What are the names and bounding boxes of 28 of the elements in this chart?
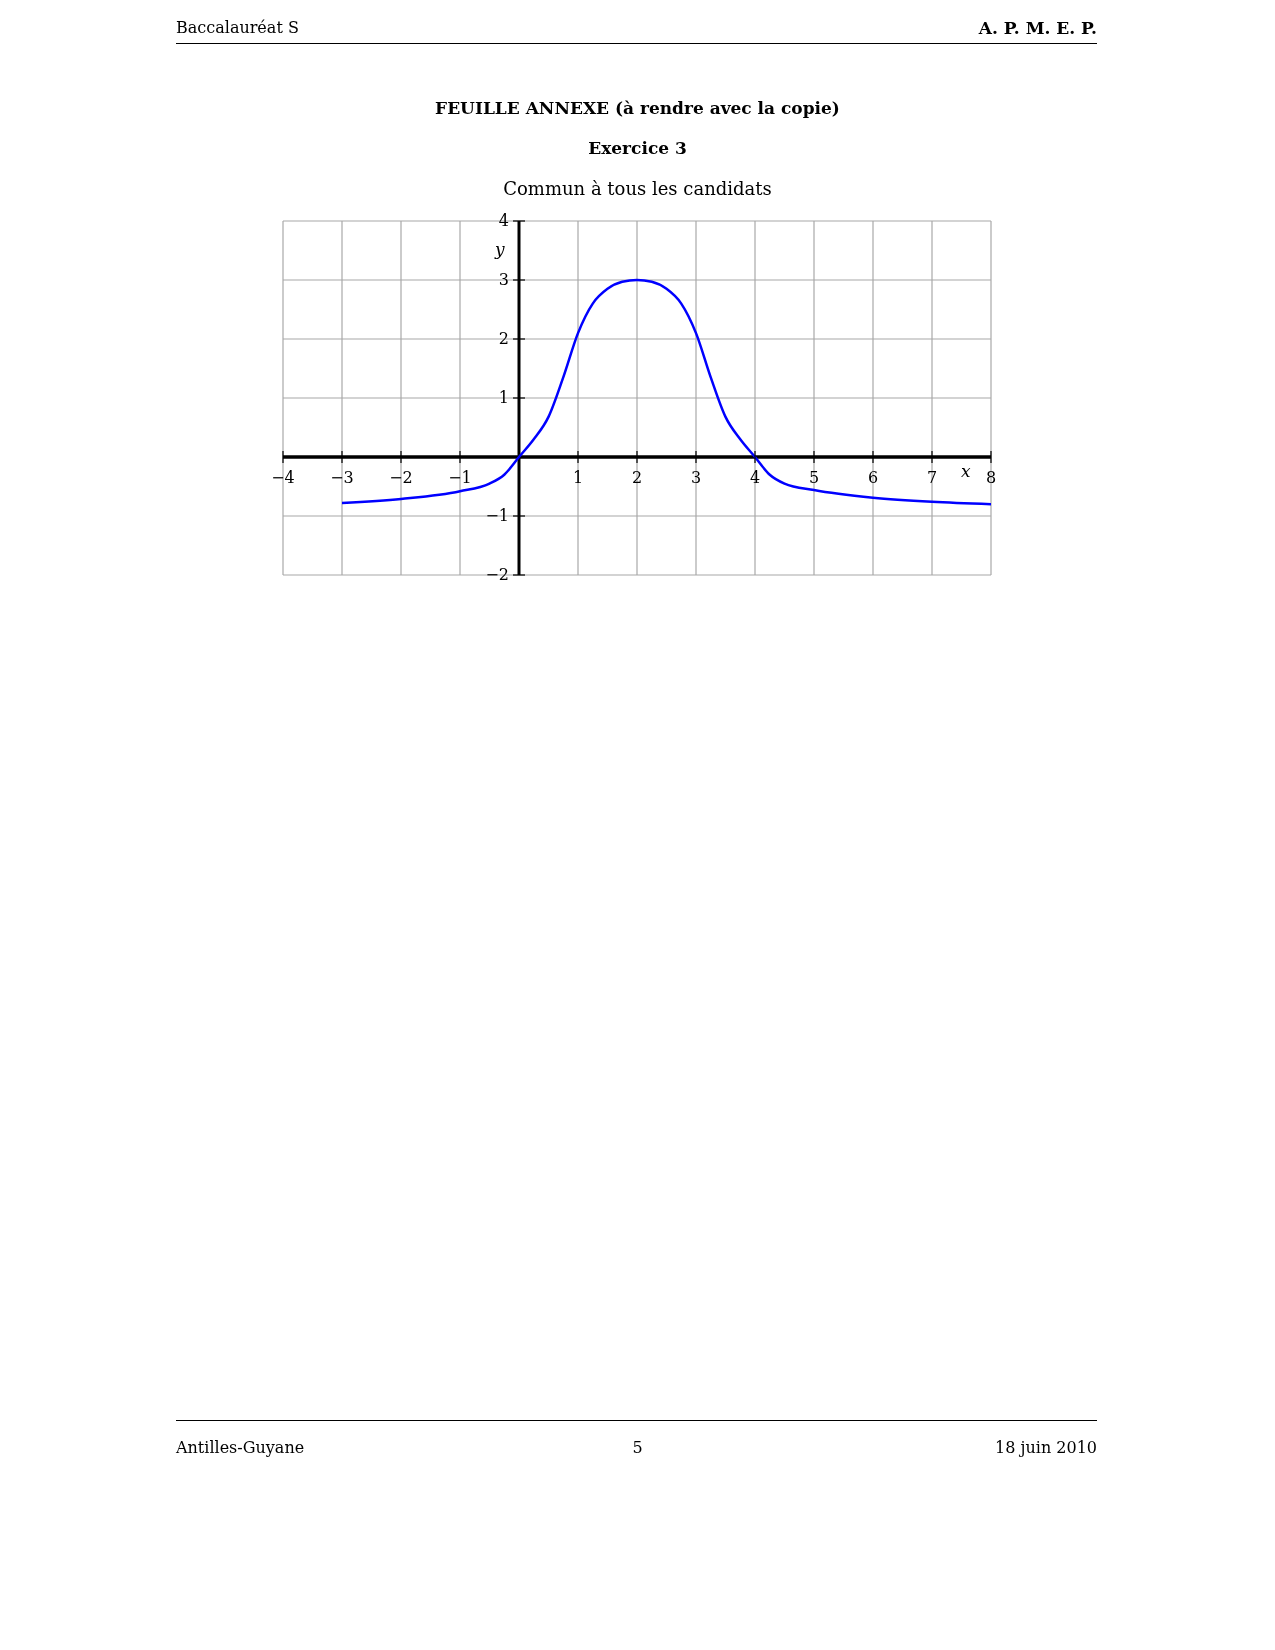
y-axis-title: y (494, 239, 505, 259)
y-tick-label: 2 (498, 329, 509, 348)
x-tick-label: 8 (985, 468, 997, 487)
chart-title: FEUILLE ANNEXE (à rendre avec la copie) (434, 98, 841, 118)
y-tick-label: 1 (498, 388, 509, 407)
x-tick-label: 2 (631, 468, 643, 487)
text: Baccalauréat S (176, 18, 299, 37)
x-tick-label: −2 (389, 468, 413, 487)
y-tick-label: −1 (485, 506, 509, 525)
x-tick-label: 1 (572, 468, 584, 487)
x-axis-title: x (961, 461, 971, 481)
x-tick-label: −4 (271, 468, 295, 487)
text: Antilles-Guyane (176, 1438, 305, 1457)
chart-subtitle: Exercice 3 (587, 138, 688, 158)
y-tick-label: 4 (498, 211, 509, 230)
x-tick-label: 4 (749, 468, 761, 487)
x-tick-label: 7 (926, 468, 938, 487)
x-tick-label: 6 (867, 468, 879, 487)
y-tick-label: −2 (485, 565, 509, 584)
text: A. P. M. E. P. (978, 18, 1097, 38)
y-tick-label: 3 (498, 270, 509, 289)
x-tick-label: −1 (448, 468, 472, 487)
text: Commun à tous les candidats (502, 178, 773, 199)
text: 5 (632, 1438, 643, 1457)
text: 18 juin 2010 (995, 1438, 1097, 1457)
x-tick-label: 3 (690, 468, 702, 487)
x-tick-label: 5 (808, 468, 820, 487)
x-tick-label: −3 (330, 468, 354, 487)
